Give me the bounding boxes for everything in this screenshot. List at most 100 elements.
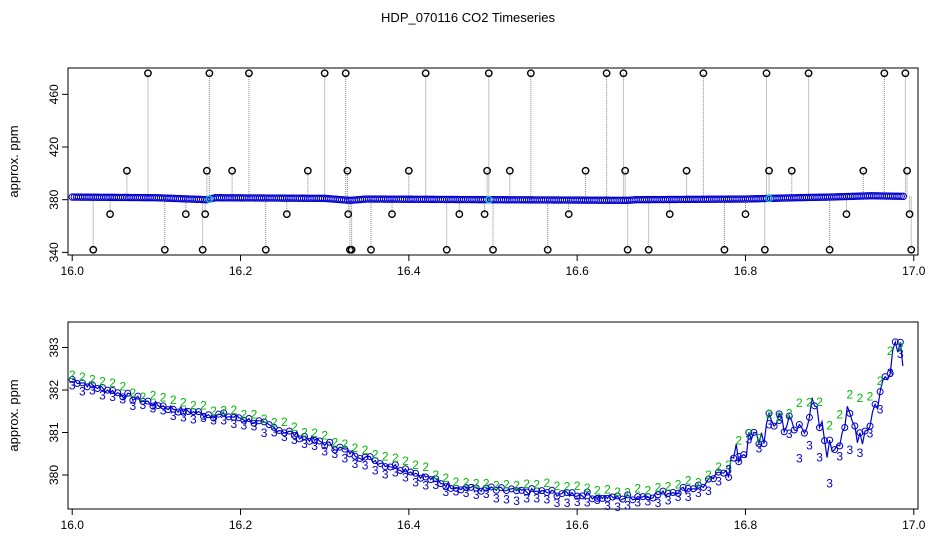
spike-point: [526, 69, 535, 78]
series-3-marker: 3: [331, 447, 338, 461]
spike-point: [741, 210, 750, 219]
trace-point: [518, 486, 526, 494]
baseline-point: [895, 192, 903, 200]
trace-point: [124, 389, 132, 397]
series-2-marker: 2: [109, 376, 116, 390]
spike-point: [341, 69, 350, 78]
x-tick-label: 17.0: [902, 518, 926, 532]
series-3-marker: 3: [432, 478, 439, 492]
trace-point: [432, 475, 440, 483]
trace-point: [593, 494, 601, 502]
trace-point: [316, 437, 324, 445]
trace-point: [215, 410, 223, 418]
spike-point: [765, 166, 773, 175]
spike-point: [623, 245, 632, 254]
trace-point: [790, 426, 798, 434]
series-2-marker: 2: [150, 389, 157, 403]
series-3-marker: 3: [463, 486, 470, 500]
series-2-marker: 2: [564, 480, 571, 494]
series-3-marker: 3: [816, 450, 823, 464]
series-2-marker: 2: [119, 379, 126, 393]
highlight-point: [205, 195, 214, 203]
trace-point: [699, 483, 707, 491]
trace-point: [104, 386, 112, 394]
spike-point: [682, 166, 691, 175]
trace-point: [462, 484, 470, 492]
x-tick-label: 16.6: [565, 264, 589, 278]
series-3-marker: 3: [695, 486, 702, 500]
x-tick-label: 16.6: [565, 518, 589, 532]
series-2-marker: 2: [806, 396, 813, 410]
bottom-panel: 16.0 16.2 16.4 16.6 16.8 17.0 380 381 382 383 appr…: [6, 321, 926, 532]
series-2-marker: 2: [311, 426, 318, 440]
series-3-marker: 3: [887, 366, 894, 380]
trace-point: [210, 414, 218, 422]
series-2-marker: 2: [584, 481, 591, 495]
trace-point: [427, 476, 435, 484]
spike-point: [804, 69, 813, 78]
trace-point: [891, 338, 899, 346]
series-3-marker: 3: [241, 419, 248, 433]
spike-point: [903, 166, 911, 175]
trace-point: [179, 408, 187, 416]
trace-point: [871, 400, 879, 408]
trace-point: [558, 490, 566, 498]
trace-point: [326, 438, 334, 446]
trace-point: [563, 489, 571, 497]
series-2-marker: 2: [544, 476, 551, 490]
spike-point: [581, 166, 590, 175]
series-3-marker: 3: [544, 493, 551, 507]
series-3-marker: 3: [493, 492, 500, 506]
trace-point: [639, 493, 647, 501]
series-3-marker: 3: [402, 471, 409, 485]
spike-point: [880, 69, 889, 78]
trace-point: [78, 379, 86, 387]
series-3-marker: 3: [614, 500, 621, 514]
series-2-marker: 2: [69, 368, 76, 382]
x-tick-label: 16.4: [397, 264, 421, 278]
series-3-marker: 3: [79, 384, 86, 398]
series-3-marker: 3: [645, 494, 652, 508]
trace-point: [265, 421, 273, 429]
series-2-marker: 2: [200, 398, 207, 412]
series-3-marker: 3: [230, 417, 237, 431]
series-3-marker: 3: [705, 484, 712, 498]
trace-point: [533, 487, 541, 495]
trace-point: [396, 466, 404, 474]
trace-point: [68, 375, 76, 383]
series-2-marker: 2: [89, 372, 96, 386]
trace-point: [603, 495, 611, 503]
trace-point: [745, 428, 753, 436]
trace-point: [881, 373, 889, 381]
trace-point: [164, 406, 172, 414]
series-3-marker: 3: [362, 459, 369, 473]
series-3-marker: 3: [180, 411, 187, 425]
series-3-marker: 3: [725, 463, 732, 477]
series-2-marker: 2: [533, 478, 540, 492]
trace-point: [876, 388, 884, 396]
series-2-marker: 2: [220, 404, 227, 418]
trace-point: [689, 485, 697, 493]
series-2-marker: 2: [675, 478, 682, 492]
trace-point: [810, 402, 818, 410]
series-2-marker: 2: [645, 483, 652, 497]
series-2-marker: 2: [443, 471, 450, 485]
series-2-marker: 2: [766, 407, 773, 421]
series-2-marker: 2: [836, 408, 843, 422]
trace-point: [199, 412, 207, 420]
series-2-marker: 2: [523, 477, 530, 491]
series-3-marker: 3: [604, 499, 611, 513]
trace-point: [472, 484, 480, 492]
series-3-marker: 3: [523, 491, 530, 505]
trace-point: [826, 436, 834, 444]
series-2-marker: 2: [776, 410, 783, 424]
trace-point: [93, 384, 101, 392]
series-2-marker: 2: [897, 340, 904, 354]
series-3-marker: 3: [342, 451, 349, 465]
highlight-point: [484, 195, 493, 204]
y-tick-label: 381: [47, 422, 61, 442]
series-2-marker: 2: [412, 458, 419, 472]
y-axis-label: approx. ppm: [6, 125, 21, 197]
series-2-marker: 2: [362, 443, 369, 457]
